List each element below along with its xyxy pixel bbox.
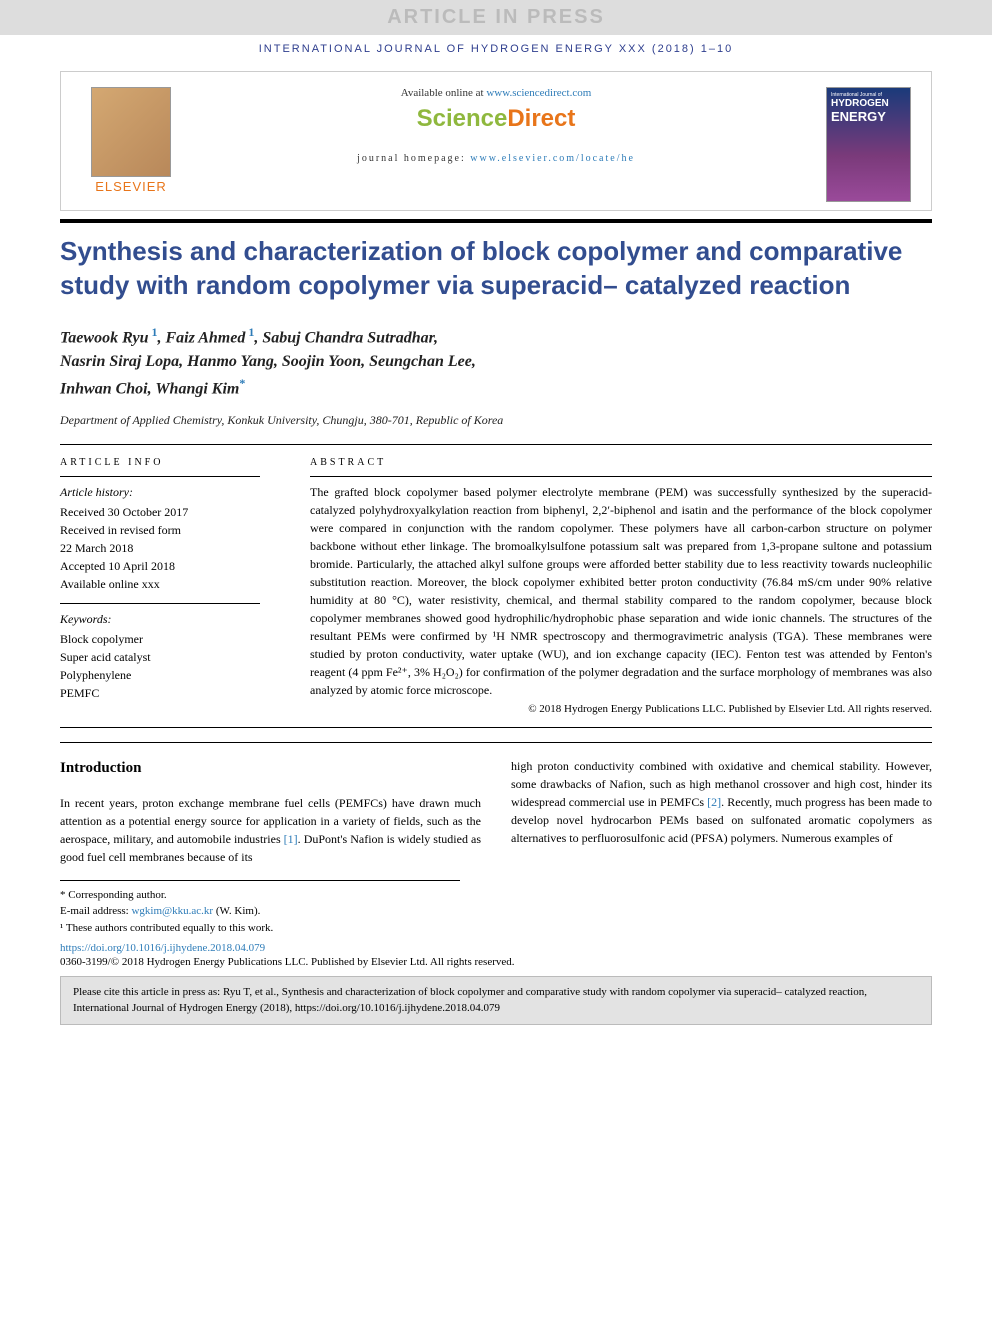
cover-subtitle: ENERGY	[831, 109, 906, 124]
journal-reference: INTERNATIONAL JOURNAL OF HYDROGEN ENERGY…	[0, 35, 992, 63]
keyword: PEMFC	[60, 684, 280, 702]
keyword: Super acid catalyst	[60, 648, 280, 666]
section-divider	[60, 742, 932, 743]
article-title: Synthesis and characterization of block …	[60, 235, 932, 303]
author[interactable]: Hanmo Yang	[187, 353, 274, 370]
author[interactable]: Inhwan Choi	[60, 380, 148, 397]
sciencedirect-logo[interactable]: ScienceDirect	[81, 105, 911, 133]
corresponding-author-note: * Corresponding author.	[60, 887, 460, 904]
available-online-text: Available online at www.sciencedirect.co…	[81, 87, 911, 99]
homepage-link[interactable]: www.elsevier.com/locate/he	[470, 153, 635, 164]
equal-contribution-note: ¹ These authors contributed equally to t…	[60, 920, 460, 937]
author[interactable]: Nasrin Siraj Lopa	[60, 353, 179, 370]
email-line: E-mail address: wgkim@kku.ac.kr (W. Kim)…	[60, 903, 460, 920]
author[interactable]: Seungchan Lee	[369, 353, 472, 370]
article-info-heading: ARTICLE INFO	[60, 457, 280, 468]
citation-link[interactable]: [1]	[284, 832, 298, 846]
keyword: Polyphenylene	[60, 666, 280, 684]
abstract-text: The grafted block copolymer based polyme…	[310, 483, 932, 699]
article-history-label: Article history:	[60, 483, 280, 501]
info-abstract-section: ARTICLE INFO Article history: Received 3…	[60, 444, 932, 728]
citation-link[interactable]: [2]	[707, 795, 721, 809]
affiliation: Department of Applied Chemistry, Konkuk …	[60, 413, 932, 428]
title-rule	[60, 219, 932, 223]
sciencedirect-link[interactable]: www.sciencedirect.com	[486, 87, 591, 99]
elsevier-logo[interactable]: ELSEVIER	[81, 87, 181, 194]
revised-date-line1: Received in revised form	[60, 521, 280, 539]
citation-box: Please cite this article in press as: Ry…	[60, 976, 932, 1025]
keywords-label: Keywords:	[60, 610, 280, 628]
elsevier-label: ELSEVIER	[81, 179, 181, 194]
article-in-press-banner: ARTICLE IN PRESS	[0, 0, 992, 35]
doi-link[interactable]: https://doi.org/10.1016/j.ijhydene.2018.…	[60, 942, 932, 954]
received-date: Received 30 October 2017	[60, 503, 280, 521]
accepted-date: Accepted 10 April 2018	[60, 557, 280, 575]
author[interactable]: Taewook Ryu	[60, 329, 148, 346]
footnotes: * Corresponding author. E-mail address: …	[60, 880, 460, 937]
online-date: Available online xxx	[60, 575, 280, 593]
keyword: Block copolymer	[60, 630, 280, 648]
article-info-column: ARTICLE INFO Article history: Received 3…	[60, 457, 280, 715]
author[interactable]: Whangi Kim	[155, 380, 239, 397]
abstract-column: ABSTRACT The grafted block copolymer bas…	[310, 457, 932, 715]
issn-copyright-line: 0360-3199/© 2018 Hydrogen Energy Publica…	[60, 956, 932, 968]
body-col-right: high proton conductivity combined with o…	[511, 757, 932, 866]
cover-title: HYDROGEN	[831, 98, 906, 109]
author-footnote-ref[interactable]: 1	[245, 325, 254, 339]
body-columns: Introduction In recent years, proton exc…	[60, 757, 932, 866]
authors-list: Taewook Ryu 1, Faiz Ahmed 1, Sabuj Chand…	[60, 323, 932, 402]
abstract-copyright: © 2018 Hydrogen Energy Publications LLC.…	[310, 703, 932, 715]
email-link[interactable]: wgkim@kku.ac.kr	[131, 905, 213, 917]
elsevier-tree-icon	[91, 87, 171, 177]
journal-homepage-text: journal homepage: www.elsevier.com/locat…	[81, 153, 911, 164]
author[interactable]: Sabuj Chandra Sutradhar	[262, 329, 434, 346]
header-box: ELSEVIER International Journal of HYDROG…	[60, 71, 932, 211]
abstract-heading: ABSTRACT	[310, 457, 932, 468]
author[interactable]: Faiz Ahmed	[165, 329, 245, 346]
journal-cover-thumbnail[interactable]: International Journal of HYDROGEN ENERGY	[826, 87, 911, 202]
body-col-left: Introduction In recent years, proton exc…	[60, 757, 481, 866]
corresponding-author-ref[interactable]: *	[239, 376, 245, 390]
revised-date-line2: 22 March 2018	[60, 539, 280, 557]
author[interactable]: Soojin Yoon	[282, 353, 361, 370]
author-footnote-ref[interactable]: 1	[148, 325, 157, 339]
introduction-heading: Introduction	[60, 757, 481, 780]
